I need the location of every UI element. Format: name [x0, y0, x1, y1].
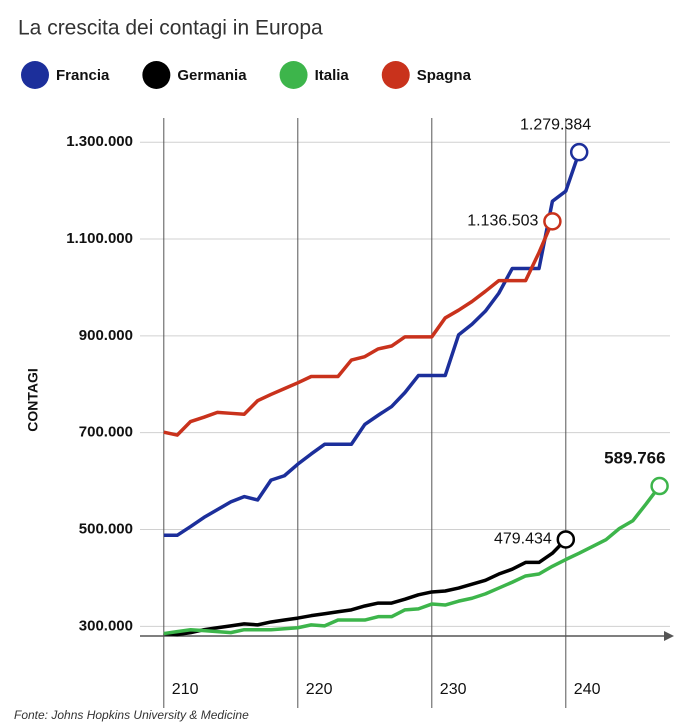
legend-swatch — [21, 61, 49, 89]
y-tick-label: 500.000 — [79, 520, 133, 537]
series-line — [163, 538, 568, 637]
end-marker — [650, 476, 669, 496]
x-axis-arrow — [664, 631, 674, 641]
end-marker — [543, 212, 562, 231]
data-label: 479.434 — [494, 531, 552, 548]
x-tick-label: 240 — [574, 681, 601, 698]
y-tick-label: 1.300.000 — [66, 133, 133, 150]
legend-label: Germania — [177, 67, 247, 84]
legend-label: Spagna — [417, 67, 472, 84]
x-tick-label: 220 — [306, 681, 333, 698]
series-line — [163, 151, 581, 538]
end-marker — [556, 530, 576, 549]
y-tick-label: 300.000 — [79, 617, 133, 634]
y-axis-label: CONTAGI — [25, 368, 41, 432]
x-tick-label: 210 — [172, 681, 199, 698]
data-label: 1.279.384 — [520, 116, 591, 133]
y-tick-label: 900.000 — [79, 327, 133, 344]
legend-swatch — [381, 61, 410, 89]
x-tick-label: 230 — [440, 681, 467, 698]
end-marker — [569, 142, 589, 162]
legend-label: Italia — [315, 67, 350, 84]
y-tick-label: 700.000 — [79, 424, 133, 441]
legend-swatch — [142, 61, 171, 89]
legend-swatch — [279, 61, 308, 89]
source: Fonte: Johns Hopkins University & Medici… — [14, 708, 249, 722]
data-label: 589.766 — [604, 449, 665, 468]
legend-label: Francia — [56, 67, 110, 84]
chart-title: La crescita dei contagi in Europa — [18, 17, 323, 40]
series-line — [163, 484, 661, 636]
data-label: 1.136.503 — [467, 213, 538, 230]
series-line — [163, 220, 555, 437]
y-tick-label: 1.100.000 — [66, 230, 133, 247]
